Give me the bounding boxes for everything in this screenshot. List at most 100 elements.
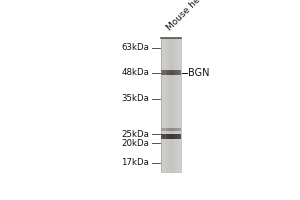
Bar	[164, 70, 165, 75]
Bar	[180, 134, 181, 139]
Bar	[173, 70, 174, 75]
Text: 48kDa: 48kDa	[121, 68, 149, 77]
Bar	[174, 38, 175, 172]
Bar	[162, 134, 163, 139]
Bar	[165, 70, 166, 75]
Bar	[162, 70, 163, 75]
Bar	[179, 134, 180, 139]
Bar	[168, 38, 169, 172]
Bar	[169, 70, 170, 75]
Bar	[167, 128, 168, 131]
Bar	[179, 128, 180, 131]
Bar	[165, 134, 166, 139]
Bar	[172, 134, 173, 139]
Bar	[170, 134, 171, 139]
Bar	[167, 134, 168, 139]
Bar	[176, 70, 177, 75]
Bar	[161, 128, 162, 131]
Bar	[170, 128, 171, 131]
Bar	[180, 128, 181, 131]
Bar	[164, 70, 165, 75]
Bar	[169, 38, 170, 172]
Bar	[172, 70, 173, 75]
Bar	[176, 38, 177, 172]
Bar	[178, 38, 179, 172]
Bar	[175, 134, 176, 139]
Bar	[168, 70, 169, 75]
Bar	[171, 70, 172, 75]
Bar	[162, 128, 163, 131]
Bar	[178, 70, 179, 75]
Bar	[165, 38, 166, 172]
Bar	[172, 134, 173, 139]
Bar	[161, 38, 162, 172]
Bar	[163, 134, 164, 139]
Bar	[167, 70, 168, 75]
Bar	[161, 70, 162, 75]
Bar	[165, 38, 166, 172]
Bar	[179, 38, 180, 172]
Bar	[177, 134, 178, 139]
Bar	[180, 70, 181, 75]
Bar	[169, 38, 170, 172]
Bar	[165, 70, 166, 75]
Bar	[172, 128, 173, 131]
Bar	[180, 38, 181, 172]
Bar	[171, 134, 172, 139]
Bar	[171, 70, 172, 75]
Bar	[163, 70, 164, 75]
Bar	[170, 70, 171, 75]
Bar	[170, 134, 171, 139]
Bar	[173, 128, 174, 131]
Bar	[174, 70, 175, 75]
Bar	[170, 70, 171, 75]
Bar	[168, 70, 169, 75]
Text: Mouse heart: Mouse heart	[165, 0, 211, 32]
Bar	[166, 134, 167, 139]
Bar	[173, 38, 174, 172]
Bar	[164, 134, 165, 139]
Bar	[173, 70, 174, 75]
Bar	[174, 38, 175, 172]
Bar	[176, 38, 177, 172]
Bar	[179, 134, 180, 139]
Bar	[177, 70, 178, 75]
Bar	[171, 38, 172, 172]
Bar	[165, 128, 166, 131]
Bar	[176, 128, 177, 131]
Text: 63kDa: 63kDa	[121, 43, 149, 52]
Text: BGN: BGN	[188, 68, 210, 78]
Bar	[167, 38, 168, 172]
Bar	[163, 38, 164, 172]
Bar	[177, 128, 178, 131]
Bar	[166, 70, 167, 75]
Bar	[163, 128, 164, 131]
Bar	[173, 134, 174, 139]
Bar	[172, 38, 173, 172]
Bar	[176, 134, 177, 139]
Bar	[167, 134, 168, 139]
Bar	[175, 128, 176, 131]
Bar	[180, 128, 181, 131]
Bar	[177, 128, 178, 131]
Bar	[178, 38, 179, 172]
Bar	[180, 70, 181, 75]
Bar	[177, 38, 178, 172]
Bar	[170, 128, 171, 131]
Bar	[174, 134, 175, 139]
Bar	[168, 134, 169, 139]
Bar	[166, 128, 167, 131]
Bar	[164, 38, 165, 172]
Bar	[174, 134, 175, 139]
Bar	[165, 134, 166, 139]
Bar	[176, 128, 177, 131]
Bar	[168, 128, 169, 131]
Bar	[169, 70, 170, 75]
Bar	[164, 38, 165, 172]
Bar	[163, 38, 164, 172]
Bar	[179, 38, 180, 172]
Bar	[172, 70, 173, 75]
Bar	[174, 128, 175, 131]
Bar	[164, 128, 165, 131]
Bar	[178, 128, 179, 131]
